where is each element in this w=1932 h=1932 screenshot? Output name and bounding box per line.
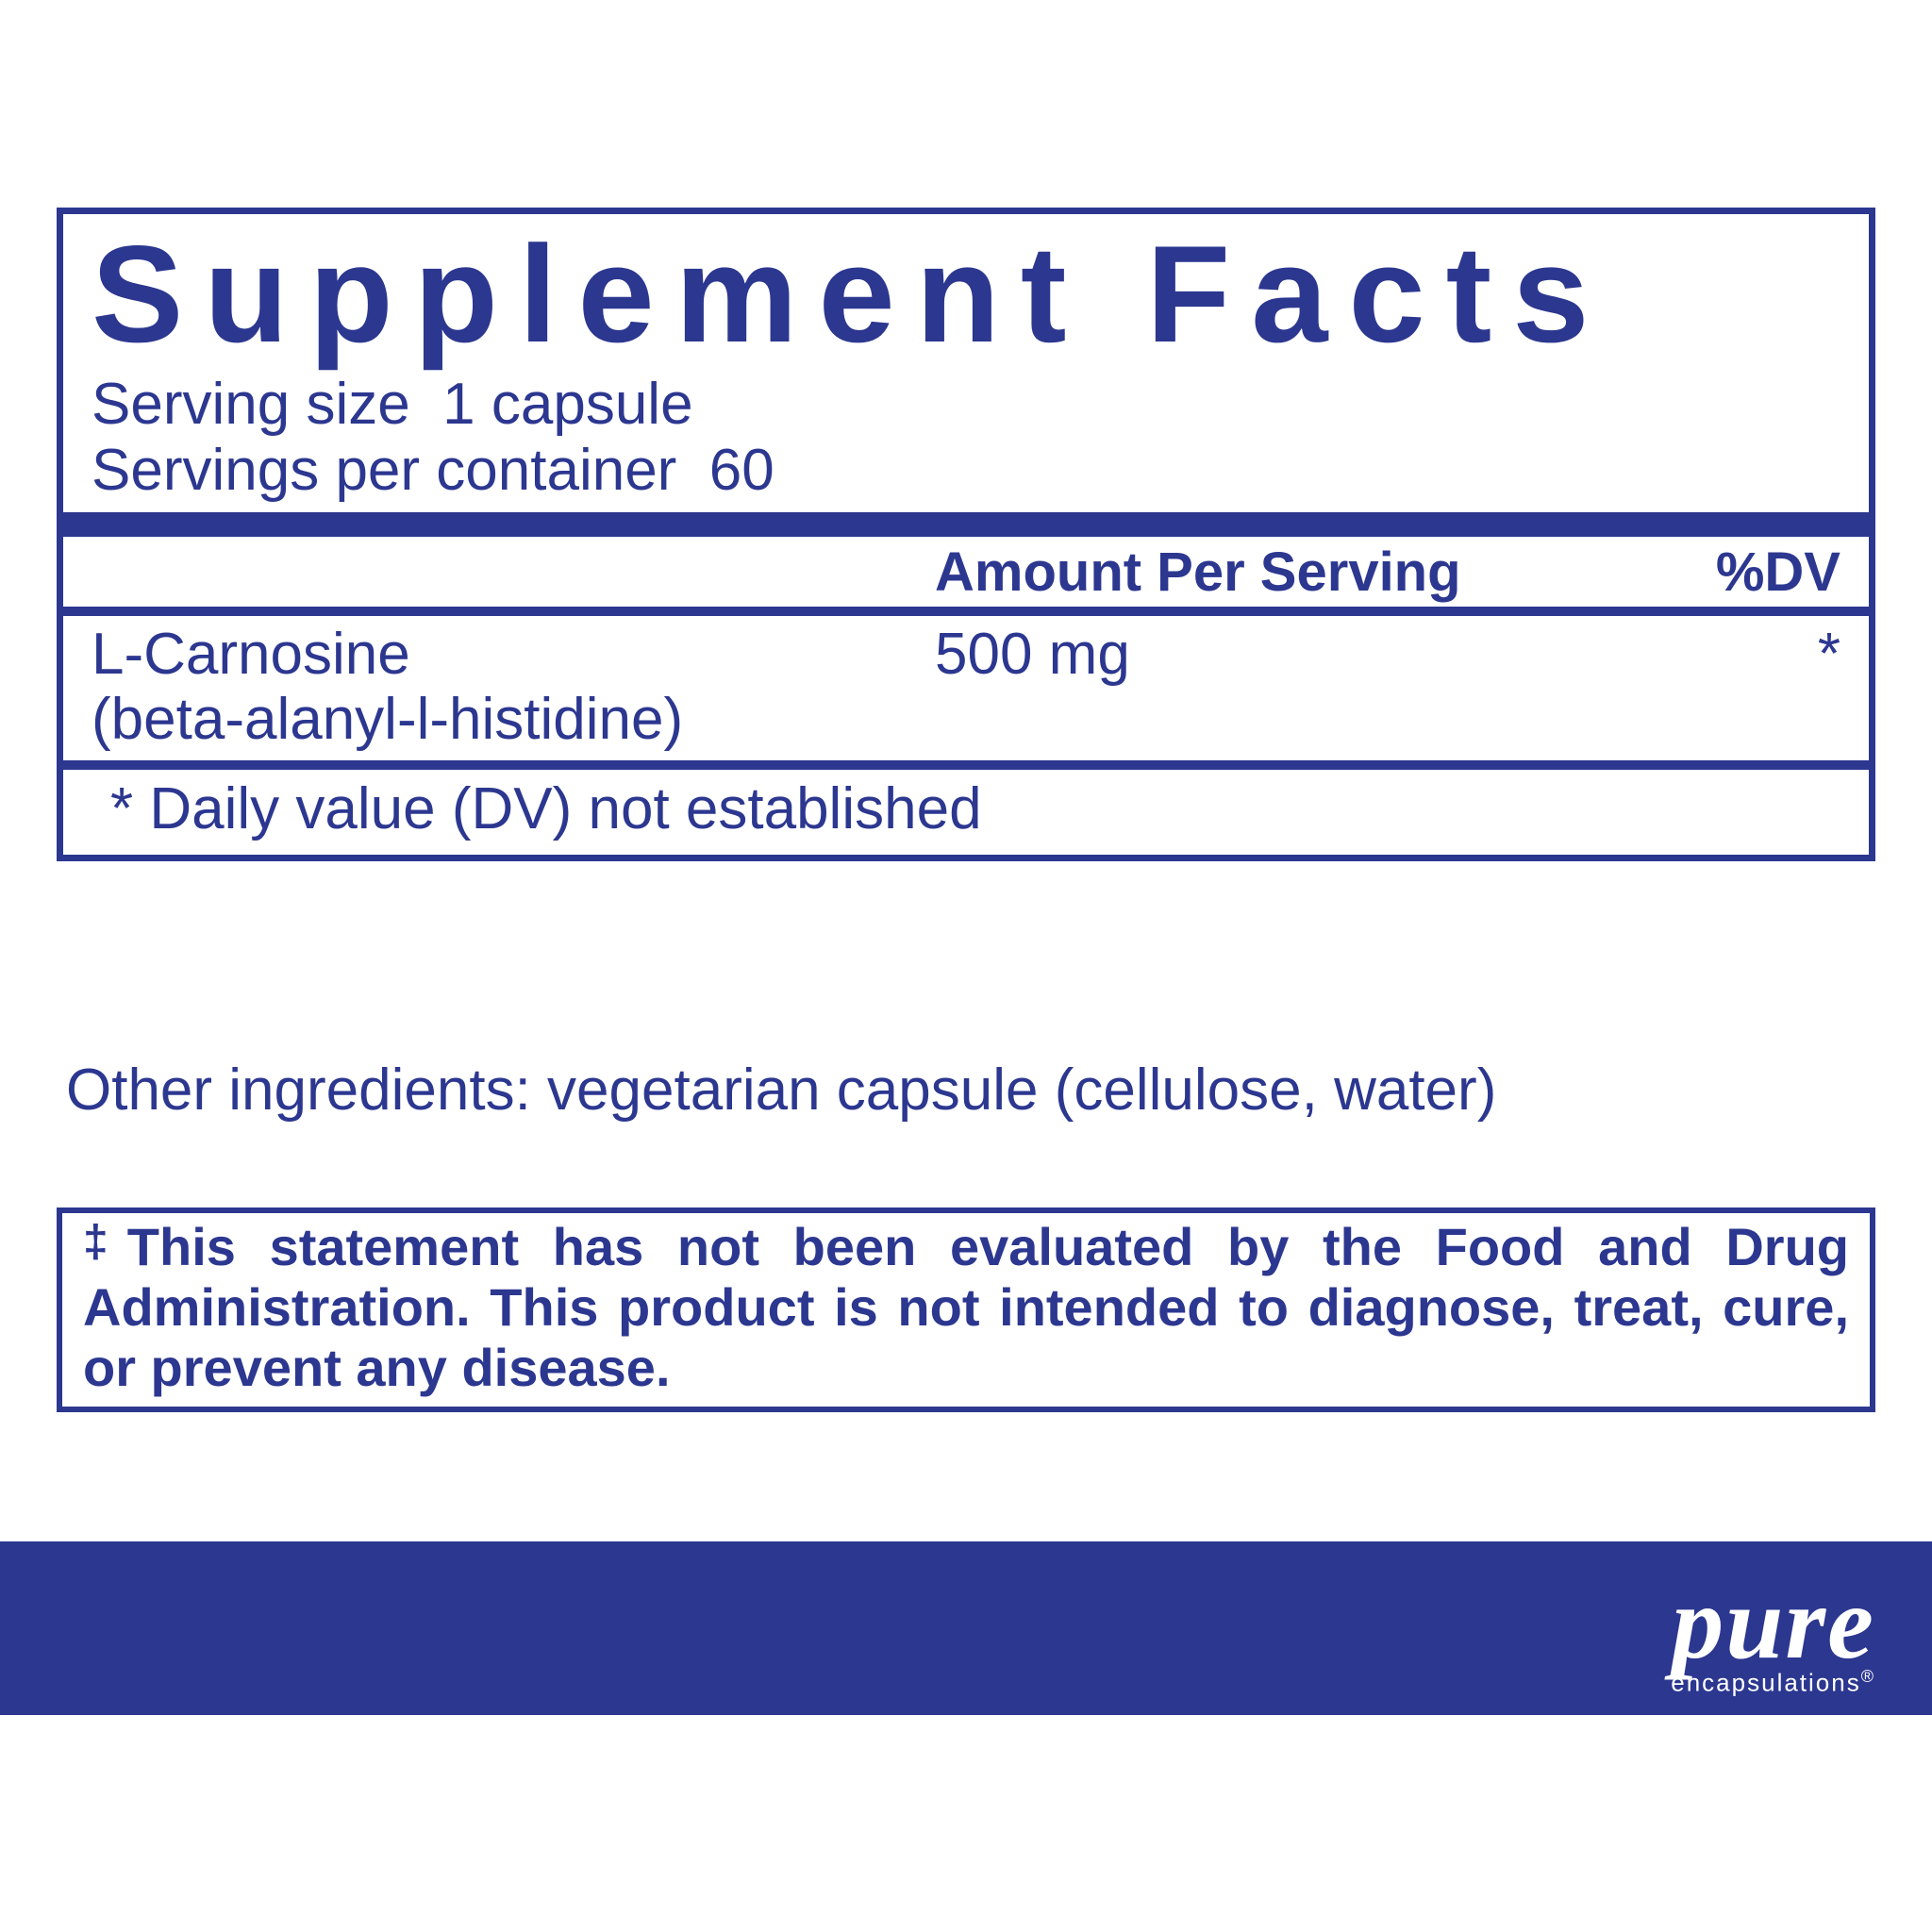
header-amount: Amount Per Serving — [935, 542, 1652, 603]
serving-size-value: 1 capsule — [442, 372, 692, 437]
ingredient-amount: 500 mg — [935, 622, 1652, 687]
rule-thin-2 — [63, 760, 1869, 770]
rule-thin-1 — [63, 607, 1869, 616]
fda-text: This statement has not been evaluated by… — [83, 1217, 1849, 1397]
panel-title: Supplement Facts — [92, 214, 1840, 372]
servings-per-container-value: 60 — [709, 438, 774, 503]
page-canvas: Supplement Facts Serving size 1 capsule … — [0, 0, 1932, 1932]
servings-per-container-label: Servings per container — [92, 438, 676, 503]
brand-name: pure — [1671, 1583, 1875, 1664]
other-ingredients: Other ingredients: vegetarian capsule (c… — [66, 1057, 1866, 1124]
supplement-facts-panel: Supplement Facts Serving size 1 capsule … — [57, 208, 1875, 861]
brand-subtitle: encapsulations® — [1671, 1667, 1875, 1698]
fda-disclaimer-box: ‡This statement has not been evaluated b… — [57, 1208, 1875, 1412]
brand-subtitle-text: encapsulations — [1671, 1669, 1860, 1697]
brand-bar: pure encapsulations® — [0, 1541, 1932, 1715]
fda-symbol: ‡ — [83, 1217, 127, 1267]
dv-footnote: * Daily value (DV) not established — [92, 770, 1840, 843]
registered-icon: ® — [1861, 1667, 1875, 1686]
serving-size-label: Serving size — [92, 372, 410, 437]
ingredient-name: L-Carnosine — [92, 622, 935, 687]
ingredient-row: L-Carnosine 500 mg * — [92, 616, 1840, 687]
ingredient-dv: * — [1652, 622, 1840, 687]
serving-info: Serving size 1 capsule Servings per cont… — [92, 372, 1840, 512]
column-headers: Amount Per Serving %DV — [92, 537, 1840, 607]
header-dv: %DV — [1652, 542, 1840, 603]
header-spacer — [92, 542, 935, 603]
ingredient-subname: (beta-alanyl-l-histidine) — [92, 687, 1840, 759]
rule-thick-1 — [63, 512, 1869, 537]
brand-logo: pure encapsulations® — [1671, 1583, 1875, 1698]
panel-inner: Supplement Facts Serving size 1 capsule … — [63, 214, 1869, 855]
